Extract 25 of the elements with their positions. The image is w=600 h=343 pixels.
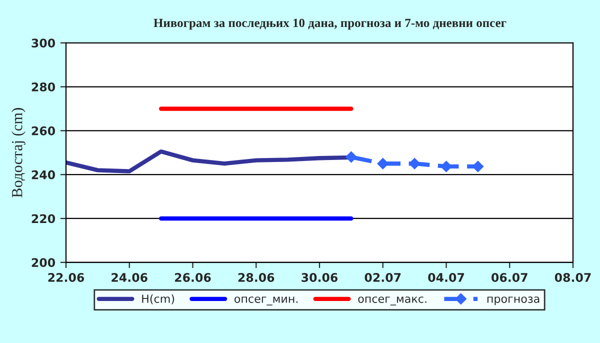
- y-axis-title: Водостај (cm): [12, 108, 26, 198]
- y-tick-label: 240: [32, 170, 56, 180]
- x-tick-label: 22.06: [48, 273, 84, 282]
- legend-label: опсег_мин.: [234, 296, 298, 306]
- chart-title: Нивограм за последњих 10 дана, прогноза и 7-мо дневни опсег: [154, 18, 506, 30]
- x-tick-label: 02.07: [364, 273, 401, 282]
- x-tick-label: 28.06: [238, 273, 274, 282]
- x-tick-label: 30.06: [302, 273, 338, 282]
- x-tick-label: 04.07: [428, 273, 464, 282]
- point: [377, 158, 388, 170]
- y-tick-label: 220: [32, 214, 56, 224]
- x-tick-label: 08.07: [554, 273, 591, 282]
- x-tick-label: 24.06: [112, 273, 148, 282]
- y-tick-label: 280: [32, 82, 56, 92]
- y-tick-label: 260: [32, 126, 56, 136]
- y-tick-label: 200: [32, 258, 56, 268]
- legend-label: прогноза: [487, 296, 540, 306]
- point: [408, 158, 420, 170]
- legend-label: H(cm): [142, 294, 174, 304]
- point: [440, 160, 452, 172]
- x-tick-label: 06.07: [492, 273, 528, 282]
- legend-label: опсег_макс.: [358, 296, 426, 306]
- y-tick-label: 300: [32, 38, 56, 48]
- point: [346, 151, 357, 163]
- x-tick-label: 26.06: [175, 273, 211, 282]
